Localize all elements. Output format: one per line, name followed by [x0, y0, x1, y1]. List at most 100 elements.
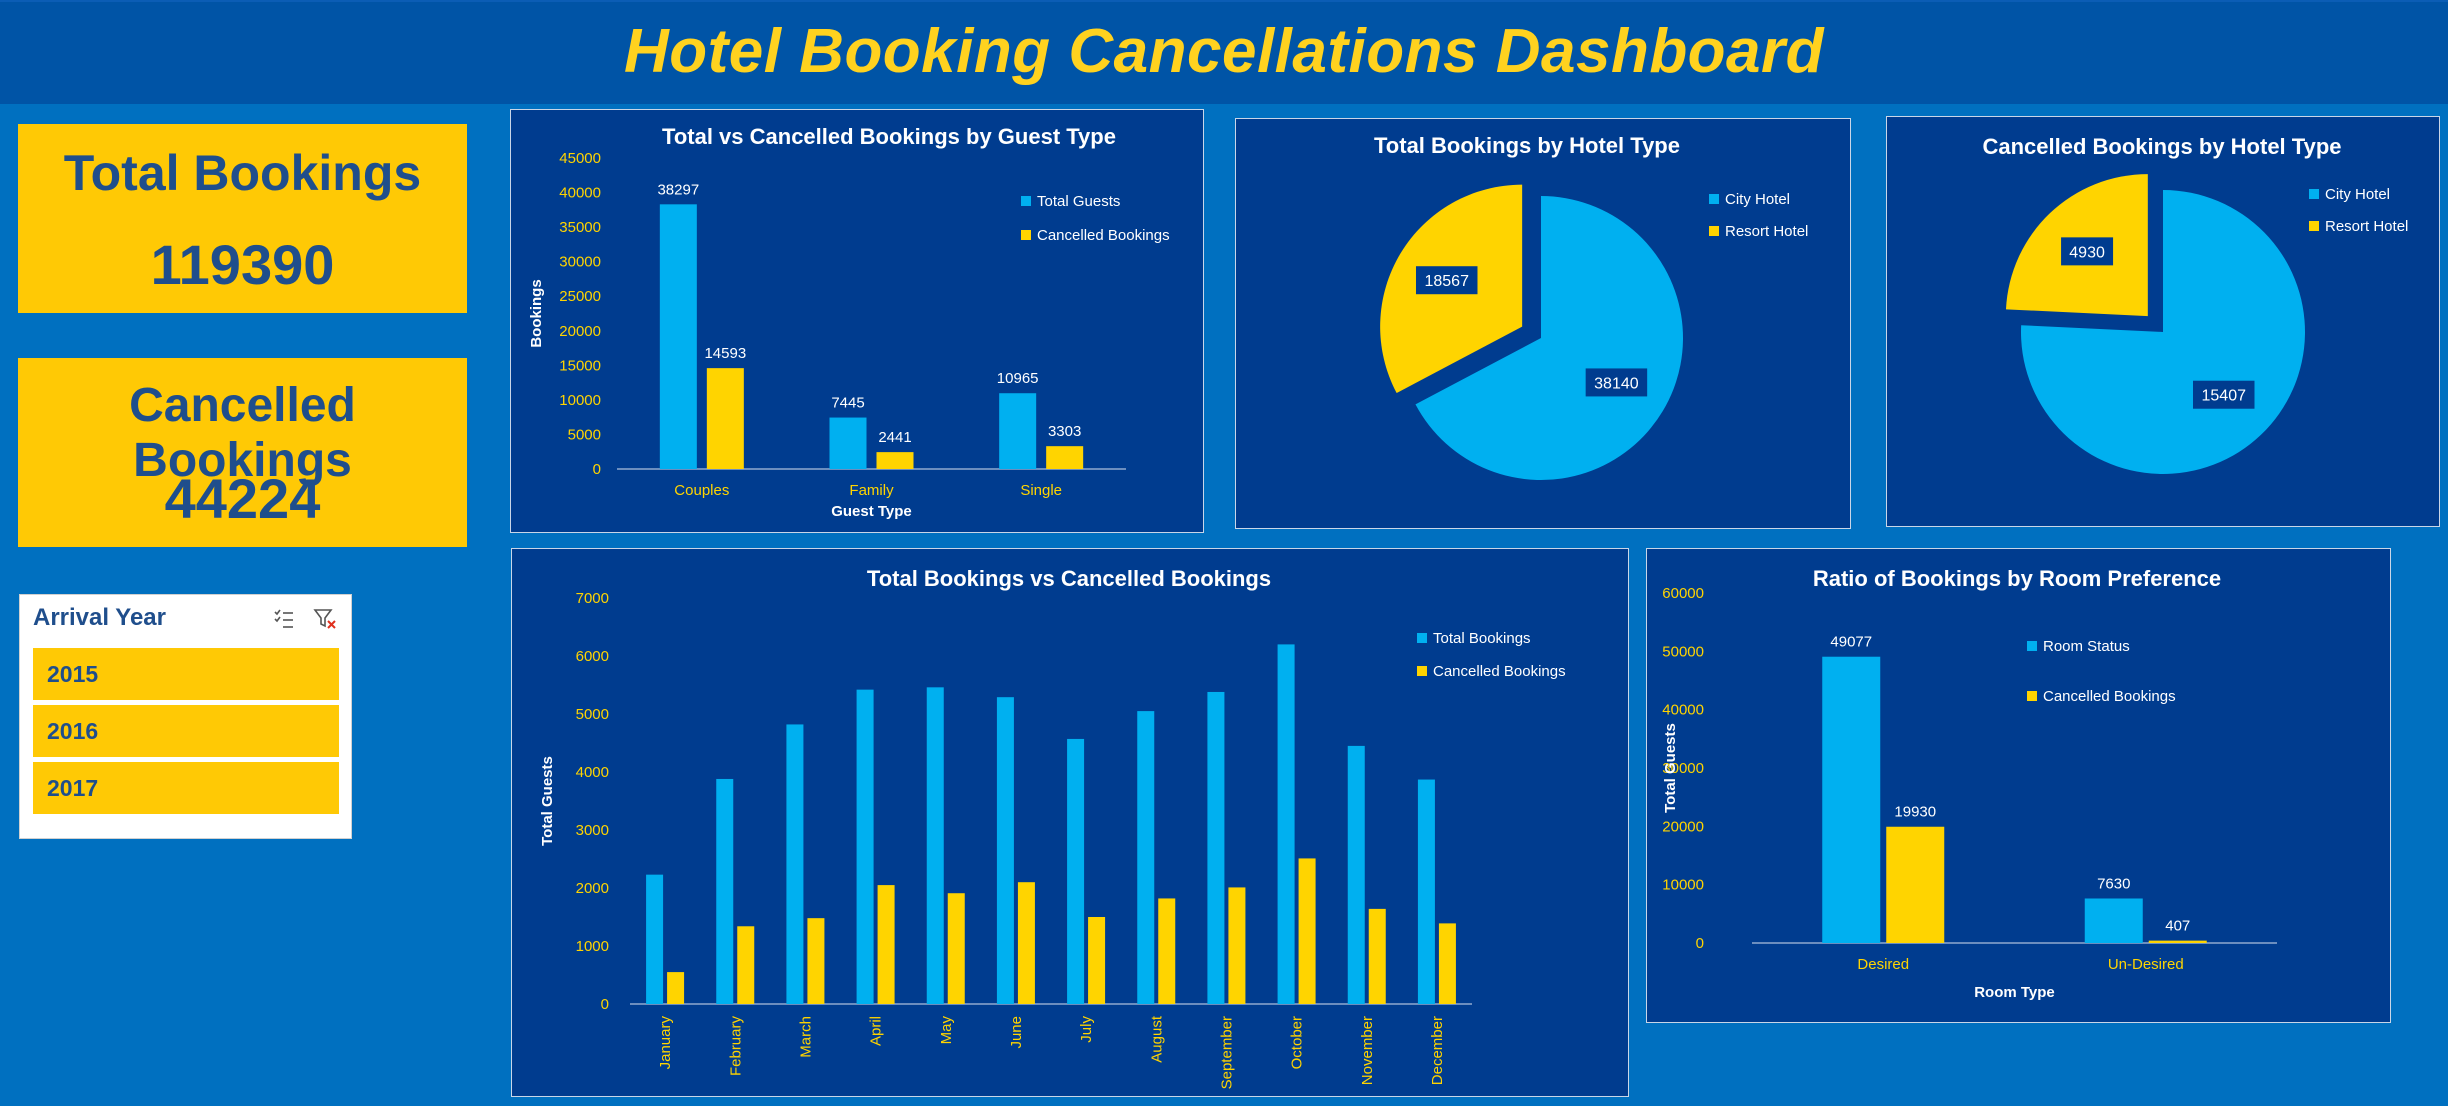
- monthly-chart-x-tick-label: January: [657, 1016, 674, 1070]
- guest-chart-bar-cancelled: [706, 368, 744, 469]
- monthly-chart-x-tick-label: February: [727, 1016, 744, 1077]
- monthly-chart-bar-total: [926, 687, 944, 1004]
- slicer-item-2016[interactable]: 2016: [33, 705, 339, 757]
- monthly-chart-legend-swatch: [1417, 633, 1427, 643]
- hotel-cancelled-chart-legend-label: Resort Hotel: [2325, 218, 2408, 235]
- hotel-total-chart-panel: Total Bookings by Hotel Type 38140 18567 Ci…: [1235, 118, 1851, 529]
- guest-chart-x-tick-label: Family: [849, 482, 894, 499]
- guest-chart-data-label: 7445: [831, 395, 864, 412]
- monthly-chart-bar-cancelled: [1298, 858, 1316, 1004]
- room-chart-svg: Ratio of Bookings by Room Preference 0 100…: [1662, 566, 2277, 1001]
- room-chart-y-tick-label: 20000: [1662, 818, 1704, 835]
- dashboard-header: Hotel Booking Cancellations Dashboard: [0, 0, 2448, 104]
- clear-filter-icon[interactable]: [313, 607, 337, 631]
- guest-chart-bar-total: [999, 393, 1037, 469]
- monthly-chart-bar-total: [856, 689, 874, 1004]
- room-chart-y-tick-label: 60000: [1662, 585, 1704, 602]
- slicer-title: Arrival Year: [33, 604, 166, 631]
- room-chart-bar-total: [2084, 898, 2143, 943]
- monthly-chart-bar-total: [996, 697, 1014, 1004]
- monthly-chart-legend-label: Total Bookings: [1433, 630, 1531, 647]
- hotel-total-chart-data-label: 18567: [1424, 273, 1469, 290]
- guest-chart-y-tick-label: 25000: [559, 288, 601, 305]
- room-chart-data-label: 49077: [1830, 634, 1872, 651]
- slicer-item-2017[interactable]: 2017: [33, 762, 339, 814]
- kpi-total-label: Total Bookings: [63, 145, 422, 201]
- dashboard-title: Hotel Booking Cancellations Dashboard: [623, 17, 1825, 86]
- guest-chart-bar-cancelled: [1046, 446, 1084, 469]
- hotel-total-chart-svg: Total Bookings by Hotel Type 38140 18567 Ci…: [1374, 133, 1808, 481]
- guest-chart-y-axis-title: Bookings: [528, 279, 545, 347]
- room-chart-y-axis-title: Total Guests: [1662, 723, 1679, 813]
- room-chart-x-tick-label: Un-Desired: [2108, 956, 2184, 973]
- guest-chart-data-label: 2441: [878, 429, 911, 446]
- monthly-chart-bar-cancelled: [1088, 917, 1106, 1004]
- multi-select-icon[interactable]: [273, 608, 295, 630]
- monthly-chart-x-tick-label: May: [938, 1016, 955, 1045]
- room-chart-y-tick-label: 40000: [1662, 702, 1704, 719]
- room-chart-y-tick-label: 10000: [1662, 877, 1704, 894]
- kpi-total-bookings: Total Bookings 119390: [18, 124, 467, 313]
- hotel-cancelled-chart-legend-swatch: [2309, 189, 2319, 199]
- guest-chart-y-tick-label: 45000: [559, 150, 601, 167]
- room-chart-bar-cancelled: [1886, 826, 1945, 943]
- monthly-chart-bar-total: [646, 874, 664, 1004]
- room-chart-y-tick-label: 0: [1696, 935, 1704, 952]
- guest-chart-bar-total: [829, 417, 867, 469]
- room-chart-y-tick-label: 50000: [1662, 643, 1704, 660]
- monthly-chart-y-tick-label: 6000: [576, 648, 609, 665]
- hotel-cancelled-chart-data-label: 15407: [2202, 388, 2247, 405]
- guest-chart-legend-swatch: [1021, 230, 1031, 240]
- monthly-chart-bar-total: [1277, 644, 1295, 1004]
- monthly-chart-bar-total: [1347, 745, 1365, 1004]
- room-chart-x-axis-title: Room Type: [1974, 984, 2055, 1001]
- monthly-chart-y-axis-title: Total Guests: [539, 756, 556, 846]
- monthly-chart-bar-total: [1067, 738, 1085, 1004]
- monthly-chart-bar-total: [1207, 691, 1225, 1004]
- room-chart-data-label: 19930: [1894, 804, 1936, 821]
- hotel-total-chart-legend-swatch: [1709, 226, 1719, 236]
- monthly-chart-y-tick-label: 1000: [576, 938, 609, 955]
- monthly-chart-x-tick-label: June: [1008, 1016, 1025, 1049]
- kpi-cancelled-value: 44224: [164, 467, 321, 530]
- monthly-chart-bar-cancelled: [1228, 887, 1246, 1004]
- guest-chart-y-tick-label: 40000: [559, 185, 601, 202]
- monthly-chart-bar-cancelled: [1438, 923, 1456, 1004]
- monthly-chart-bar-cancelled: [667, 972, 685, 1004]
- guest-chart-y-tick-label: 10000: [559, 392, 601, 409]
- monthly-chart-bar-cancelled: [947, 893, 965, 1004]
- guest-chart-x-axis-title: Guest Type: [831, 503, 912, 520]
- monthly-chart-title: Total Bookings vs Cancelled Bookings: [867, 566, 1271, 591]
- guest-chart-data-label: 38297: [657, 181, 699, 198]
- guest-chart-x-tick-label: Single: [1020, 482, 1062, 499]
- monthly-chart-x-tick-label: October: [1289, 1016, 1306, 1069]
- guest-chart-legend-swatch: [1021, 196, 1031, 206]
- hotel-cancelled-chart-svg: Cancelled Bookings by Hotel Type 15407 493…: [1983, 134, 2408, 475]
- room-chart-title: Ratio of Bookings by Room Preference: [1813, 566, 2221, 591]
- hotel-total-chart-slice-city-hotel: [1415, 196, 1683, 481]
- hotel-cancelled-chart-panel: Cancelled Bookings by Hotel Type 15407 493…: [1886, 116, 2440, 527]
- monthly-chart-x-tick-label: April: [868, 1016, 885, 1046]
- hotel-total-chart-data-label: 38140: [1594, 375, 1639, 392]
- guest-chart-y-tick-label: 15000: [559, 357, 601, 374]
- room-chart-bar-total: [1822, 656, 1881, 943]
- monthly-chart-x-tick-label: August: [1148, 1015, 1165, 1063]
- monthly-chart-bar-cancelled: [877, 885, 895, 1004]
- guest-chart-data-label: 3303: [1048, 423, 1081, 440]
- kpi-total-value: 119390: [150, 233, 335, 296]
- room-chart-x-tick-label: Desired: [1857, 956, 1909, 973]
- hotel-cancelled-chart-data-label: 4930: [2069, 244, 2105, 261]
- monthly-chart-bar-total: [1417, 779, 1435, 1004]
- guest-chart-bar-total: [659, 204, 697, 469]
- guest-chart-y-tick-label: 0: [593, 461, 601, 478]
- guest-chart-data-label: 14593: [704, 345, 746, 362]
- monthly-chart-y-tick-label: 3000: [576, 822, 609, 839]
- monthly-chart-x-tick-label: September: [1218, 1016, 1235, 1089]
- monthly-chart-bar-cancelled: [737, 926, 755, 1004]
- guest-chart-y-tick-label: 35000: [559, 219, 601, 236]
- guest-chart-svg: Total vs Cancelled Bookings by Guest Typ…: [528, 124, 1170, 520]
- slicer-item-2015[interactable]: 2015: [33, 648, 339, 700]
- guest-chart-y-tick-label: 5000: [568, 426, 601, 443]
- room-chart-legend-label: Room Status: [2043, 638, 2130, 655]
- monthly-chart-panel: Total Bookings vs Cancelled Bookings 0 100…: [511, 548, 1629, 1097]
